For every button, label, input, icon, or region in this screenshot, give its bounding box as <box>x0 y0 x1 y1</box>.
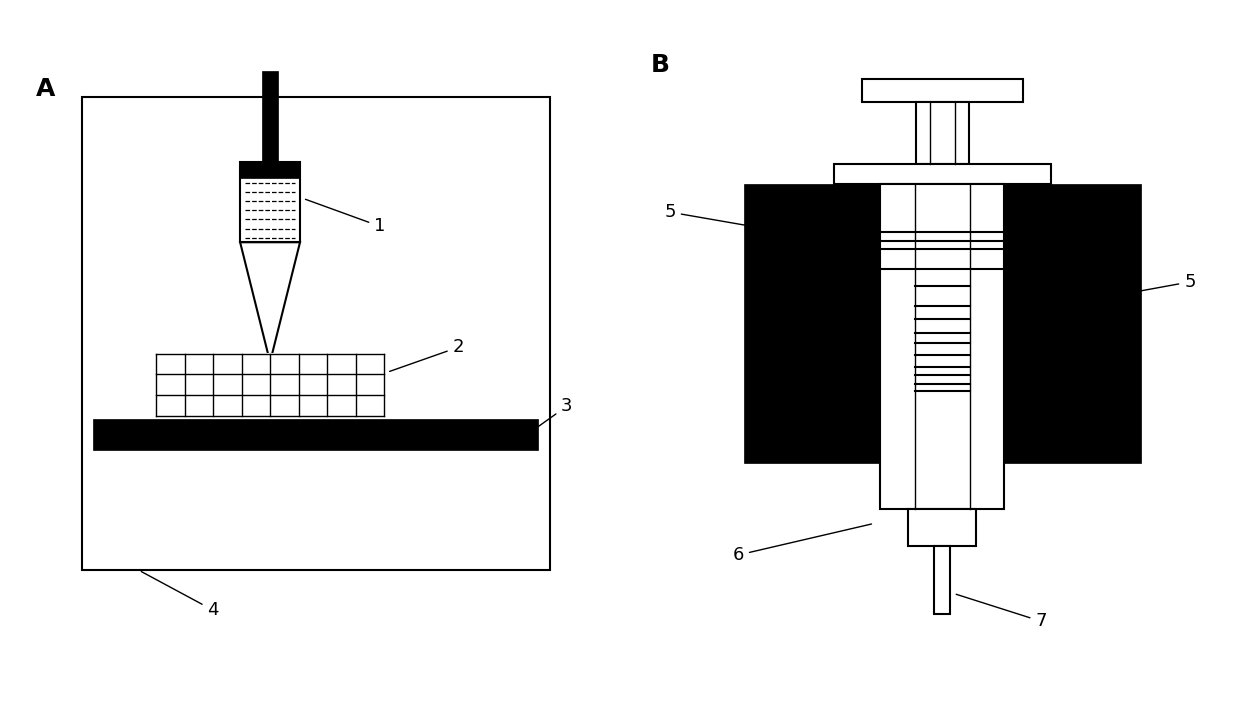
Bar <box>241 163 300 178</box>
Bar <box>908 508 976 546</box>
Text: 4: 4 <box>141 571 218 619</box>
Text: 7: 7 <box>956 595 1047 631</box>
Text: 5: 5 <box>1116 273 1195 296</box>
Text: B: B <box>651 53 670 77</box>
Text: 3: 3 <box>529 397 573 433</box>
Bar <box>880 249 1004 269</box>
Bar <box>935 546 951 614</box>
Bar <box>880 185 1004 508</box>
Bar <box>916 103 968 165</box>
Bar <box>833 165 1052 185</box>
Text: 1: 1 <box>305 199 386 235</box>
Bar <box>262 71 278 163</box>
Text: 5: 5 <box>665 203 796 234</box>
Bar <box>1004 185 1141 463</box>
Text: 2: 2 <box>389 338 464 371</box>
Bar <box>82 97 549 571</box>
Bar <box>156 354 384 416</box>
Bar <box>862 79 1023 103</box>
Bar <box>744 185 880 463</box>
Bar <box>241 163 300 243</box>
Text: A: A <box>36 77 56 101</box>
Bar <box>93 419 538 450</box>
Bar <box>880 232 1004 241</box>
Text: 6: 6 <box>733 524 872 564</box>
Polygon shape <box>241 243 300 356</box>
